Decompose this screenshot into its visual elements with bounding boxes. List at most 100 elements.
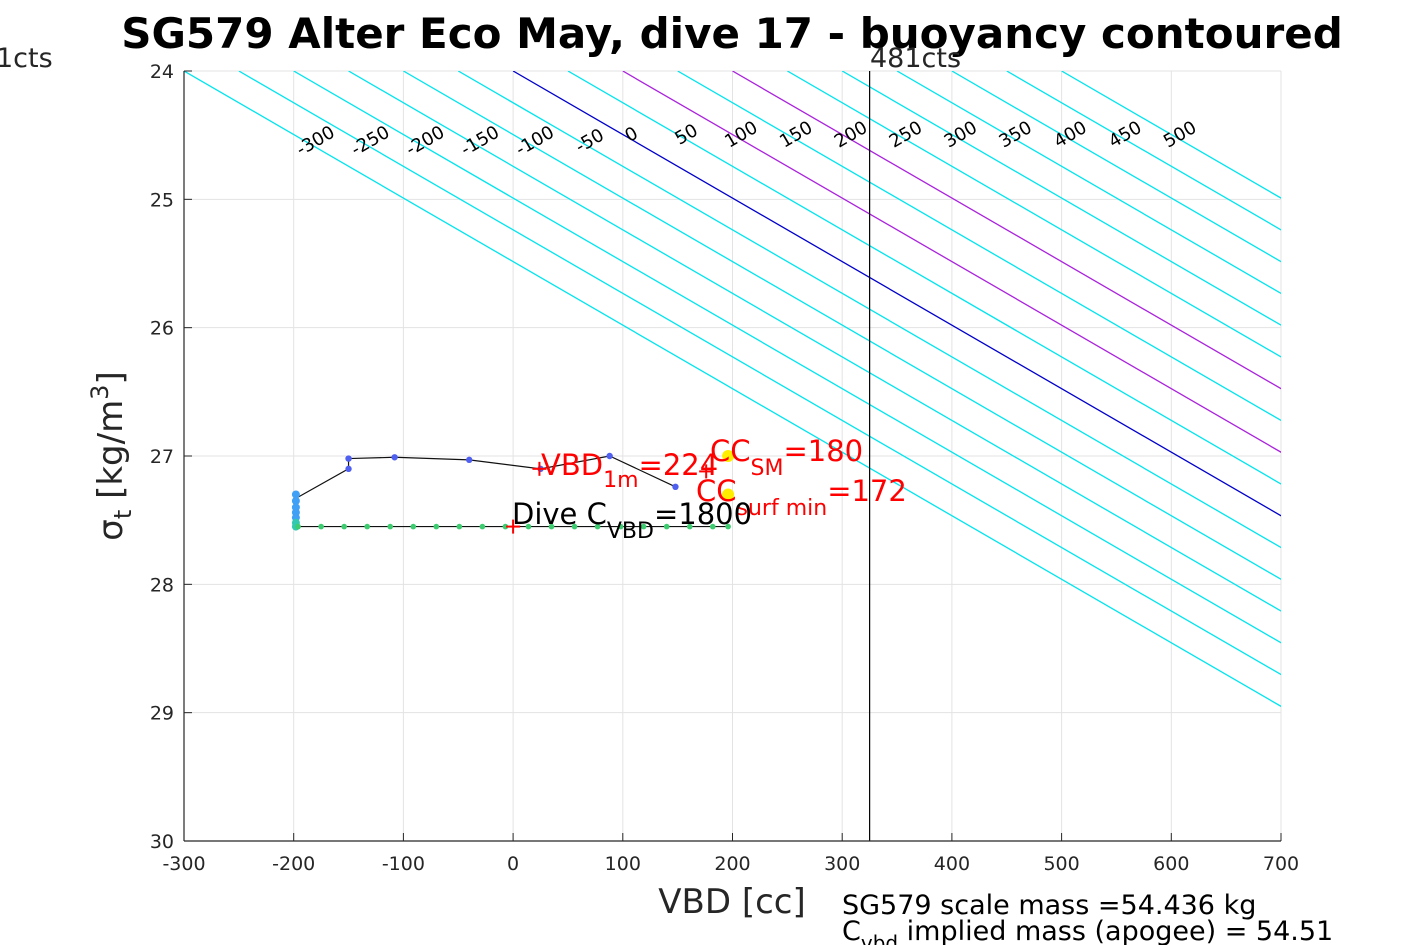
ccsurf-sub: surf min: [737, 496, 828, 521]
contour-line-200: [732, 71, 1281, 390]
dive-point: [345, 465, 352, 473]
implied-mass-text: Cvbd implied mass (apogee) = 54.51: [842, 916, 1333, 945]
y-tick-label: 25: [150, 189, 174, 211]
x-tick-label: 700: [1263, 853, 1299, 875]
contour-line-250: [787, 71, 1281, 358]
contour-line-400: [951, 71, 1281, 263]
ccsm-sub: SM: [751, 456, 784, 481]
dive-point: [606, 452, 613, 460]
y-axis-symbol: σ: [91, 519, 131, 541]
axes: -300 -200 -100 0 100 200 300 400 500 600 700 24 25 26…: [150, 61, 1299, 875]
implied-sub: vbd: [861, 931, 898, 945]
vertical-line-label: 481cts: [870, 43, 961, 74]
surface-point: [502, 523, 509, 530]
y-axis-label: σt [kg/m3]: [86, 371, 137, 540]
surface-point: [433, 523, 440, 530]
contour-line-450: [1006, 71, 1281, 231]
dive-main: Dive C: [512, 497, 607, 531]
surface-point: [548, 523, 555, 530]
cluster-point: [291, 496, 300, 505]
x-tick-label: 400: [934, 853, 970, 875]
ccsurf-value: =172: [827, 474, 907, 508]
dive-sub: VBD: [607, 519, 654, 544]
chart-markers: [291, 450, 735, 534]
surface-point: [295, 523, 301, 530]
ccsurf-main: CC: [696, 474, 737, 508]
surface-point: [456, 523, 463, 530]
contour-line-100: [622, 71, 1281, 453]
dive-value: =1800: [654, 497, 752, 531]
cc-sm-marker: [722, 450, 735, 462]
surface-point: [387, 523, 394, 530]
ccsm-main: CC: [710, 434, 751, 468]
cc-surf-min-annotation: CCsurf min=172: [696, 474, 907, 521]
vbd-sub: 1m: [603, 468, 638, 493]
contour-line-50: [567, 71, 1281, 485]
contour-line--200: [293, 71, 1281, 644]
chart-title: SG579 Alter Eco May, dive 17 - buoyancy …: [121, 9, 1343, 58]
x-axis-label: VBD [cc]: [658, 882, 806, 922]
buoyancy-contours: [184, 71, 1281, 708]
y-tick-label: 26: [150, 318, 174, 340]
y-axis-unit: [kg/m: [91, 400, 131, 510]
vbd-main: VBD: [541, 448, 603, 482]
dive-point: [466, 456, 473, 464]
surface-point: [709, 523, 716, 530]
y-tick-label: 29: [150, 703, 174, 725]
contour-line--150: [348, 71, 1281, 612]
x-tick-label: 0: [507, 853, 519, 875]
surface-point: [318, 523, 324, 530]
surface-point: [594, 523, 601, 530]
contour-line--50: [457, 71, 1281, 549]
contour-line--250: [238, 71, 1281, 676]
y-axis-subscript: t: [109, 510, 137, 519]
vbd-1m-plus: [699, 464, 714, 479]
x-tick-label: 600: [1153, 853, 1189, 875]
ccsm-value: =180: [783, 434, 863, 468]
dive-point: [345, 455, 352, 462]
vbd-1m-annotation: VBD1m=224: [541, 448, 718, 493]
surface-point: [725, 523, 731, 530]
contour-line-350: [896, 71, 1281, 295]
surface-point: [364, 523, 370, 530]
surface-point: [525, 523, 532, 530]
contour-line-150: [677, 71, 1281, 422]
surface-point: [686, 523, 693, 530]
implied-rest: implied mass (apogee) = 54.51: [898, 916, 1333, 945]
y-tick-label: 28: [150, 574, 174, 596]
x-tick-label: 100: [605, 853, 641, 875]
y-tick-label: 24: [150, 61, 174, 83]
x-tick-label: -100: [382, 853, 425, 875]
scale-mass-text: SG579 scale mass =54.436 kg: [842, 890, 1256, 921]
x-tick-label: -200: [272, 853, 315, 875]
left-counts-label: 1cts: [0, 43, 53, 74]
surface-point: [479, 523, 486, 530]
cc-surf-min-marker: [722, 488, 735, 501]
dive-trace-line: [348, 455, 676, 488]
surface-point: [341, 523, 347, 530]
surface-point: [410, 523, 417, 530]
x-tick-label: -300: [162, 853, 205, 875]
cluster-point: [291, 490, 300, 499]
y-tick-label: 27: [150, 446, 174, 468]
vbd-1m-marker: [532, 461, 547, 476]
y-axis-superscript: 3: [86, 385, 114, 400]
surface-point: [663, 523, 670, 530]
y-tick-label: 30: [150, 831, 174, 853]
contour-line--100: [403, 71, 1281, 581]
dive-point: [391, 454, 398, 461]
dive-cvbd-marker: [506, 519, 521, 534]
dive-cvbd-annotation: Dive CVBD=1800: [512, 497, 752, 544]
x-tick-label: 200: [714, 853, 750, 875]
surface-point: [640, 523, 647, 530]
contour-line--300: [184, 71, 1281, 708]
vbd-value: =224: [639, 448, 719, 482]
contour-line-300: [841, 71, 1281, 326]
surface-point: [617, 523, 624, 530]
cc-sm-annotation: CCSM=180: [710, 434, 863, 481]
contour-line-0: [512, 71, 1281, 517]
implied-main: C: [842, 916, 861, 945]
dive-point: [672, 483, 679, 490]
x-tick-label: 500: [1043, 853, 1079, 875]
y-axis-close: ]: [91, 371, 131, 384]
